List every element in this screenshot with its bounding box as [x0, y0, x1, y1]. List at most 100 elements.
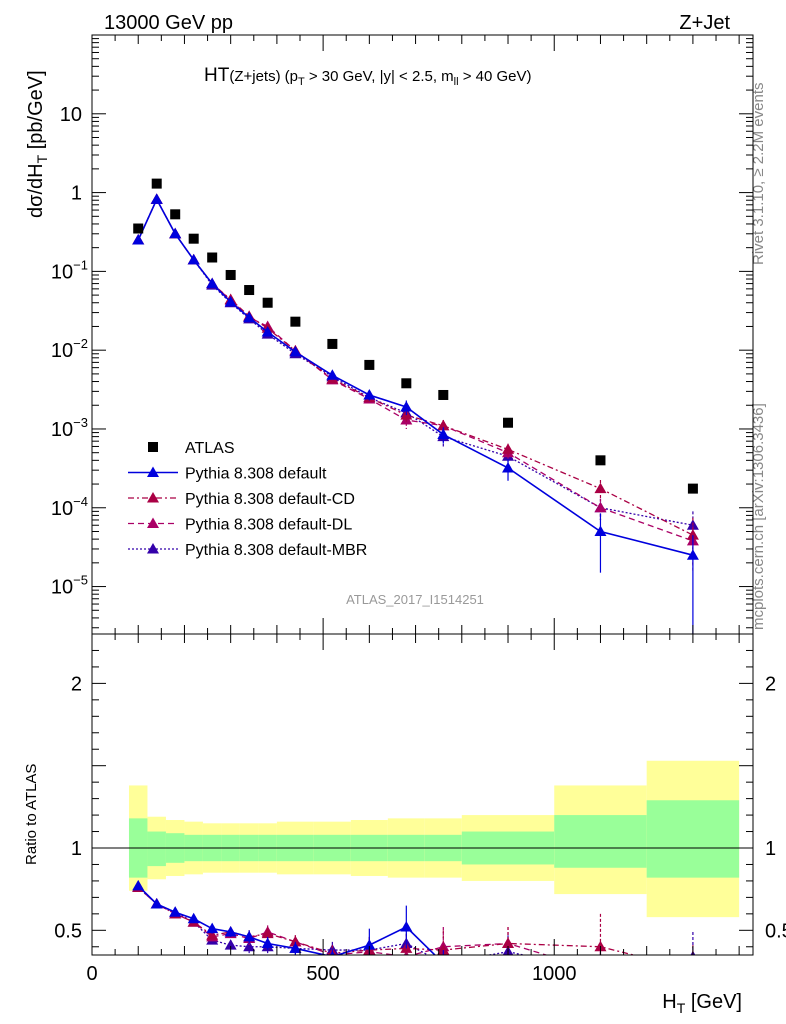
x-tick-label: 0 [86, 963, 97, 985]
bottom-y-tick-label: 2 [71, 673, 82, 695]
top-y-tick-label: 10−2 [51, 336, 88, 362]
legend-label: Pythia 8.308 default-CD [185, 491, 355, 508]
bottom-frame [91, 633, 754, 956]
x-tick-label: 1000 [532, 963, 577, 985]
analysis-tag: ATLAS_2017_I1514251 [346, 592, 484, 607]
axes: 10 1 10−1 10−2 10−3 10−4 10−5 0 500 1000 0.5 0.5 1 1 2… [51, 34, 786, 985]
series-point-cd [502, 443, 515, 454]
series-point-default [289, 345, 302, 357]
top-y-tick-label: 10−1 [51, 257, 88, 283]
ratio-point-default [150, 897, 163, 909]
atlas-data-point [290, 316, 301, 327]
series-point-default [132, 234, 145, 245]
series-point-default [363, 388, 376, 400]
bottom-y-tick-label-right: 2 [765, 673, 776, 695]
series-line-dl [137, 197, 694, 542]
atlas-data-point [262, 297, 273, 308]
legend-label: Pythia 8.308 default [185, 466, 327, 483]
series-line-default [137, 197, 694, 556]
atlas-data-point [225, 269, 236, 280]
ratio-line-cd [137, 887, 637, 955]
legend-marker-atlas [148, 442, 158, 452]
ratio-point-default [502, 961, 514, 972]
top-y-tick-label: 1 [71, 183, 82, 205]
atlas-data-point [151, 178, 162, 189]
bottom-y-tick-label-right: 0.5 [765, 920, 786, 942]
rivet-label: Rivet 3.1.10, ≥ 2.2M events [750, 83, 767, 266]
legend-label: Pythia 8.308 default-DL [185, 517, 352, 534]
series-point-default [150, 193, 163, 204]
ratio-band-inner [646, 800, 740, 878]
atlas-data-point [244, 285, 255, 296]
ratio-point-default [329, 950, 335, 955]
series-point-cd [686, 529, 699, 540]
ratio-point-default [187, 912, 200, 924]
main-plot-marks [132, 178, 699, 634]
ratio-point-default [594, 985, 606, 996]
series-point-cd [437, 419, 450, 431]
header-right: Z+Jet [679, 12, 730, 34]
legend-label: ATLAS [185, 440, 235, 457]
ratio-point-cd [206, 929, 219, 940]
atlas-data-point [207, 252, 218, 263]
atlas-data-point [170, 209, 181, 220]
ratio-point-cd [687, 964, 699, 975]
bottom-y-axis-label: Ratio to ATLAS [23, 764, 40, 865]
top-y-tick-label: 10−5 [51, 573, 88, 599]
top-y-tick-label: 10 [60, 104, 82, 126]
ratio-line-dl [137, 887, 549, 955]
series-point-default [169, 227, 182, 239]
ratio-point-default [206, 922, 219, 934]
atlas-data-point [401, 378, 412, 389]
atlas-data-point [327, 338, 338, 349]
series-point-default [187, 253, 200, 265]
ratio-point-default [132, 879, 145, 891]
ratio-band-inner [147, 831, 166, 867]
ratio-point-default [289, 942, 302, 953]
ratio-point-default [261, 937, 274, 948]
ratio-point-cd [502, 937, 515, 948]
series-point-cd [594, 482, 607, 494]
ratio-line-mbr [137, 887, 527, 955]
top-y-axis-label: dσ/dHT [pb/GeV] [25, 70, 50, 218]
bottom-y-tick-label-right: 1 [765, 838, 776, 860]
ratio-point-default [363, 939, 376, 950]
atlas-data-point [188, 233, 199, 244]
bottom-y-tick-label: 0.5 [54, 920, 82, 942]
ratio-point-default [243, 930, 256, 942]
series-line-cd [137, 197, 694, 536]
legend-marker-cd [147, 492, 159, 503]
atlas-data-point [687, 483, 698, 494]
top-y-tick-label: 10−3 [51, 415, 88, 441]
atlas-data-point [133, 223, 144, 234]
ratio-bands [92, 760, 753, 918]
legend-marker-dl [147, 517, 159, 528]
atlas-data-point [438, 389, 449, 400]
ratio-point-default [437, 957, 449, 968]
series-point-default [594, 525, 607, 536]
series-point-default [502, 461, 515, 473]
ratio-point-cd [289, 935, 302, 947]
ratio-line-default [137, 885, 437, 955]
x-axis-label: HT [GeV] [662, 991, 742, 1016]
legend-marker-mbr [147, 543, 159, 554]
ratio-band-inner [554, 815, 647, 868]
ratio-point-cd [437, 944, 450, 955]
x-tick-label: 500 [306, 963, 339, 985]
series-point-default [261, 326, 274, 337]
series-point-default [224, 295, 237, 307]
legend-label: Pythia 8.308 default-MBR [185, 542, 367, 559]
header-left: 13000 GeV pp [104, 12, 233, 34]
series-point-default [243, 311, 256, 322]
ratio-point-default [400, 921, 413, 932]
ratio-point-cd [261, 927, 274, 939]
ratio-point-default [169, 906, 182, 917]
legend-marker-default [147, 466, 159, 477]
ratio-plot-marks [132, 879, 699, 996]
atlas-data-point [503, 417, 514, 428]
plot-title: HT(Z+jets) (pT > 30 GeV, |y| < 2.5, mll >… [204, 65, 532, 88]
series-point-default [686, 549, 699, 560]
series-point-default [206, 277, 219, 289]
ratio-point-dl [594, 965, 606, 976]
